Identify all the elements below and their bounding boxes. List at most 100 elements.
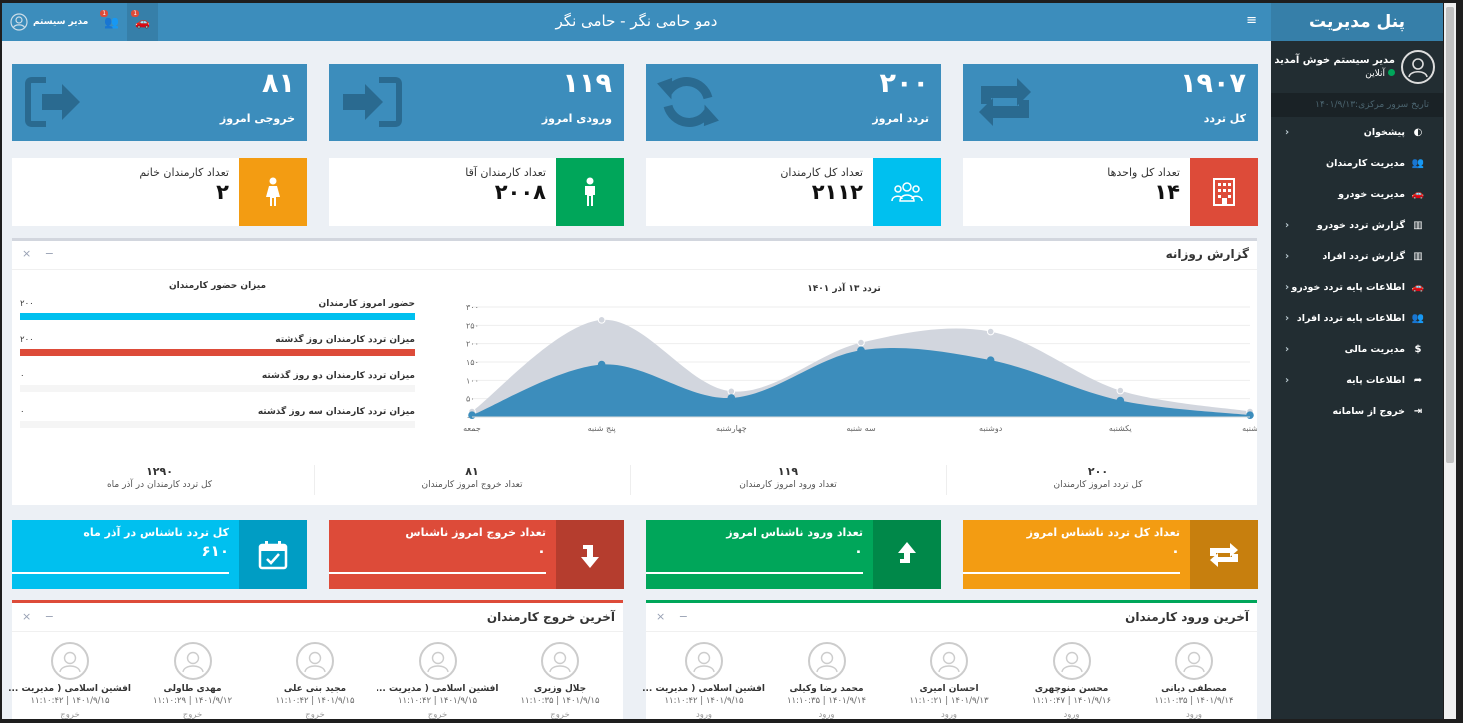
chevron-left-icon: ‹ — [1285, 220, 1290, 231]
info-men-value: ۲۰۰۸ — [494, 180, 546, 204]
presence-bar-value: ۲۰۰ — [20, 335, 34, 345]
person-card[interactable]: افشین اسلامی ( مدیریت ... ۱۴۰۱/۹/۱۵ | ۱۱:… — [377, 642, 499, 719]
user-menu-label: مدیر سیستم — [33, 17, 89, 27]
person-avatar-icon — [1052, 642, 1091, 680]
y-tick-label: ۱۰۰ — [466, 376, 479, 385]
progress-track — [20, 385, 415, 392]
close-icon[interactable]: × — [22, 247, 32, 260]
sidebar-item[interactable]: ◐ پیشخوان ‹ — [1271, 117, 1443, 148]
chevron-left-icon: ‹ — [1285, 251, 1290, 262]
user-avatar-icon — [1401, 50, 1435, 84]
person-card[interactable]: محسن منوچهری ۱۴۰۱/۹/۱۶ | ۱۱:۱۰:۴۷ ورود — [1011, 642, 1133, 719]
chart-icon: ▥ — [1413, 251, 1423, 262]
close-icon[interactable]: × — [22, 610, 32, 623]
person-card[interactable]: جلال وزیری ۱۴۰۱/۹/۱۵ | ۱۱:۱۰:۳۵ خروج — [499, 642, 621, 719]
people-notifications[interactable]: 👥 1 — [96, 3, 127, 41]
welcome-text: مدیر سیستم خوش آمدید — [1274, 55, 1395, 66]
info-units-value: ۱۴ — [1154, 180, 1180, 204]
unknown-entries-value: ۰ — [853, 542, 863, 560]
last-exits-title: آخرین خروج کارمندان — [486, 610, 615, 624]
footer-stat: ۱۱۹ تعداد ورود امروز کارمندان — [637, 465, 939, 499]
sidebar-item[interactable]: ➦ اطلاعات پایه ‹ — [1271, 365, 1443, 396]
info-employees-label: تعداد کل کارمندان — [780, 166, 863, 179]
chart-title: تردد ۱۳ آذر ۱۴۰۱ — [807, 282, 881, 294]
info-units-label: تعداد کل واحدها — [1107, 166, 1180, 179]
person-avatar-icon — [541, 642, 579, 680]
unknown-total-value: ۰ — [1170, 542, 1180, 560]
sidebar-item-label: مدیریت خودرو — [1338, 189, 1405, 200]
person-status: خروج — [427, 710, 448, 719]
sidebar-item[interactable]: 🚗 اطلاعات پایه تردد خودرو ‹ — [1271, 272, 1443, 303]
person-avatar-icon — [930, 642, 968, 680]
people-icon: 👥 — [104, 15, 120, 29]
sidebar-item[interactable]: ▥ گزارش تردد افراد ‹ — [1271, 241, 1443, 272]
person-datetime: ۱۴۰۱/۹/۱۲ | ۱۱:۱۰:۲۹ — [152, 696, 233, 706]
progress-line — [646, 572, 863, 574]
data-point[interactable] — [857, 338, 865, 347]
data-point[interactable] — [1116, 386, 1125, 395]
unknown-total-label: تعداد کل تردد ناشناس امروز — [1026, 526, 1180, 539]
sidebar-item[interactable]: ▥ گزارش تردد خودرو ‹ — [1271, 210, 1443, 241]
data-point[interactable] — [986, 327, 995, 336]
presence-bar-text: میزان تردد کارمندان دو روز گذشته — [261, 371, 415, 381]
sidebar-item[interactable]: $ مدیریت مالی ‹ — [1271, 334, 1443, 365]
car-icon: 🚗 — [1411, 189, 1425, 200]
footer-divider — [630, 465, 631, 495]
data-point[interactable] — [597, 316, 606, 324]
daily-report-header: گزارش روزانه × − — [12, 241, 1257, 270]
person-name: افشین اسلامی ( مدیریت ... — [9, 684, 131, 694]
y-tick-label: ۱۵۰ — [466, 358, 479, 367]
sidebar-item[interactable]: ⇥ خروج از سامانه — [1271, 396, 1443, 427]
data-point[interactable] — [727, 394, 736, 402]
data-point[interactable] — [597, 360, 606, 369]
data-point[interactable] — [1116, 396, 1125, 405]
scrollbar[interactable] — [1444, 3, 1456, 719]
x-tick-label: شنبه — [1242, 424, 1257, 433]
person-card[interactable]: افشین اسلامی ( مدیریت ... ۱۴۰۱/۹/۱۵ | ۱۱:… — [643, 642, 765, 719]
sidebar-item[interactable]: 👥 اطلاعات پایه تردد افراد ‹ — [1271, 303, 1443, 334]
minimize-icon[interactable]: − — [44, 610, 54, 623]
person-status: خروج — [305, 710, 325, 719]
y-tick-label: ۳۰۰ — [466, 303, 479, 312]
sidebar-item[interactable]: 👥 مدیریت کارمندان — [1271, 148, 1443, 179]
car-notifications[interactable]: 🚗 1 — [127, 3, 159, 41]
x-tick-label: پنج شنبه — [588, 424, 616, 433]
minimize-icon[interactable]: − — [678, 610, 688, 623]
data-point[interactable] — [986, 356, 995, 364]
last-entries-title: آخرین ورود کارمندان — [1125, 610, 1249, 624]
minimize-icon[interactable]: − — [44, 247, 54, 260]
panel-logo[interactable]: پنل مدیریت — [1271, 3, 1443, 41]
person-card[interactable]: افشین اسلامی ( مدیریت ... ۱۴۰۱/۹/۱۵ | ۱۱:… — [9, 642, 131, 719]
presence-bar: میزان تردد کارمندان سه روز گذشته ۰ — [20, 407, 415, 428]
online-status: آنلاین — [1274, 69, 1395, 79]
user-menu[interactable]: مدیر سیستم — [2, 3, 96, 41]
person-card[interactable]: محمد رضا وکیلی ۱۴۰۱/۹/۱۴ | ۱۱:۱۰:۳۵ ورود — [766, 642, 888, 719]
x-tick-label: چهارشنبه — [716, 424, 747, 433]
person-card[interactable]: مهدی طاولی ۱۴۰۱/۹/۱۲ | ۱۱:۱۰:۲۹ خروج — [132, 642, 254, 719]
scrollbar-thumb[interactable] — [1446, 7, 1454, 463]
retweet-icon — [979, 78, 1031, 126]
person-avatar-icon — [51, 642, 89, 680]
close-icon[interactable]: × — [656, 610, 666, 623]
person-card[interactable]: مصطفی دیانی ۱۴۰۱/۹/۱۴ | ۱۱:۱۰:۳۵ ورود — [1133, 642, 1255, 719]
person-card[interactable]: احسان امیری ۱۴۰۱/۹/۱۳ | ۱۱:۱۰:۲۱ ورود — [888, 642, 1010, 719]
person-datetime: ۱۴۰۱/۹/۱۵ | ۱۱:۱۰:۴۲ — [275, 696, 355, 706]
data-point[interactable] — [857, 346, 865, 355]
presence-bar-label: میزان تردد کارمندان سه روز گذشته ۰ — [20, 407, 415, 419]
progress-line — [329, 572, 546, 574]
chevron-left-icon: ‹ — [1285, 375, 1290, 386]
x-tick-label: یکشنبه — [1109, 424, 1132, 433]
last-entries-box: آخرین ورود کارمندان × − مصطفی دیانی ۱۴۰۱/… — [643, 600, 1257, 719]
unknown-exits-value: ۰ — [536, 542, 546, 560]
person-datetime: ۱۴۰۱/۹/۱۵ | ۱۱:۱۰:۳۵ — [520, 696, 600, 706]
person-status: خروج — [550, 710, 570, 719]
menu-toggle-icon[interactable]: ≡ — [1246, 13, 1257, 28]
person-card[interactable]: مجید بنی علی ۱۴۰۱/۹/۱۵ | ۱۱:۱۰:۴۲ خروج — [254, 642, 376, 719]
sign-in-icon — [343, 77, 402, 127]
sidebar-item[interactable]: 🚗 مدیریت خودرو — [1271, 179, 1443, 210]
last-exits-box: آخرین خروج کارمندان × − جلال وزیری ۱۴۰۱/۹… — [9, 600, 623, 719]
data-point[interactable] — [727, 387, 736, 396]
person-name: افشین اسلامی ( مدیریت ... — [376, 684, 499, 694]
x-tick-label: سه شنبه — [846, 424, 876, 433]
